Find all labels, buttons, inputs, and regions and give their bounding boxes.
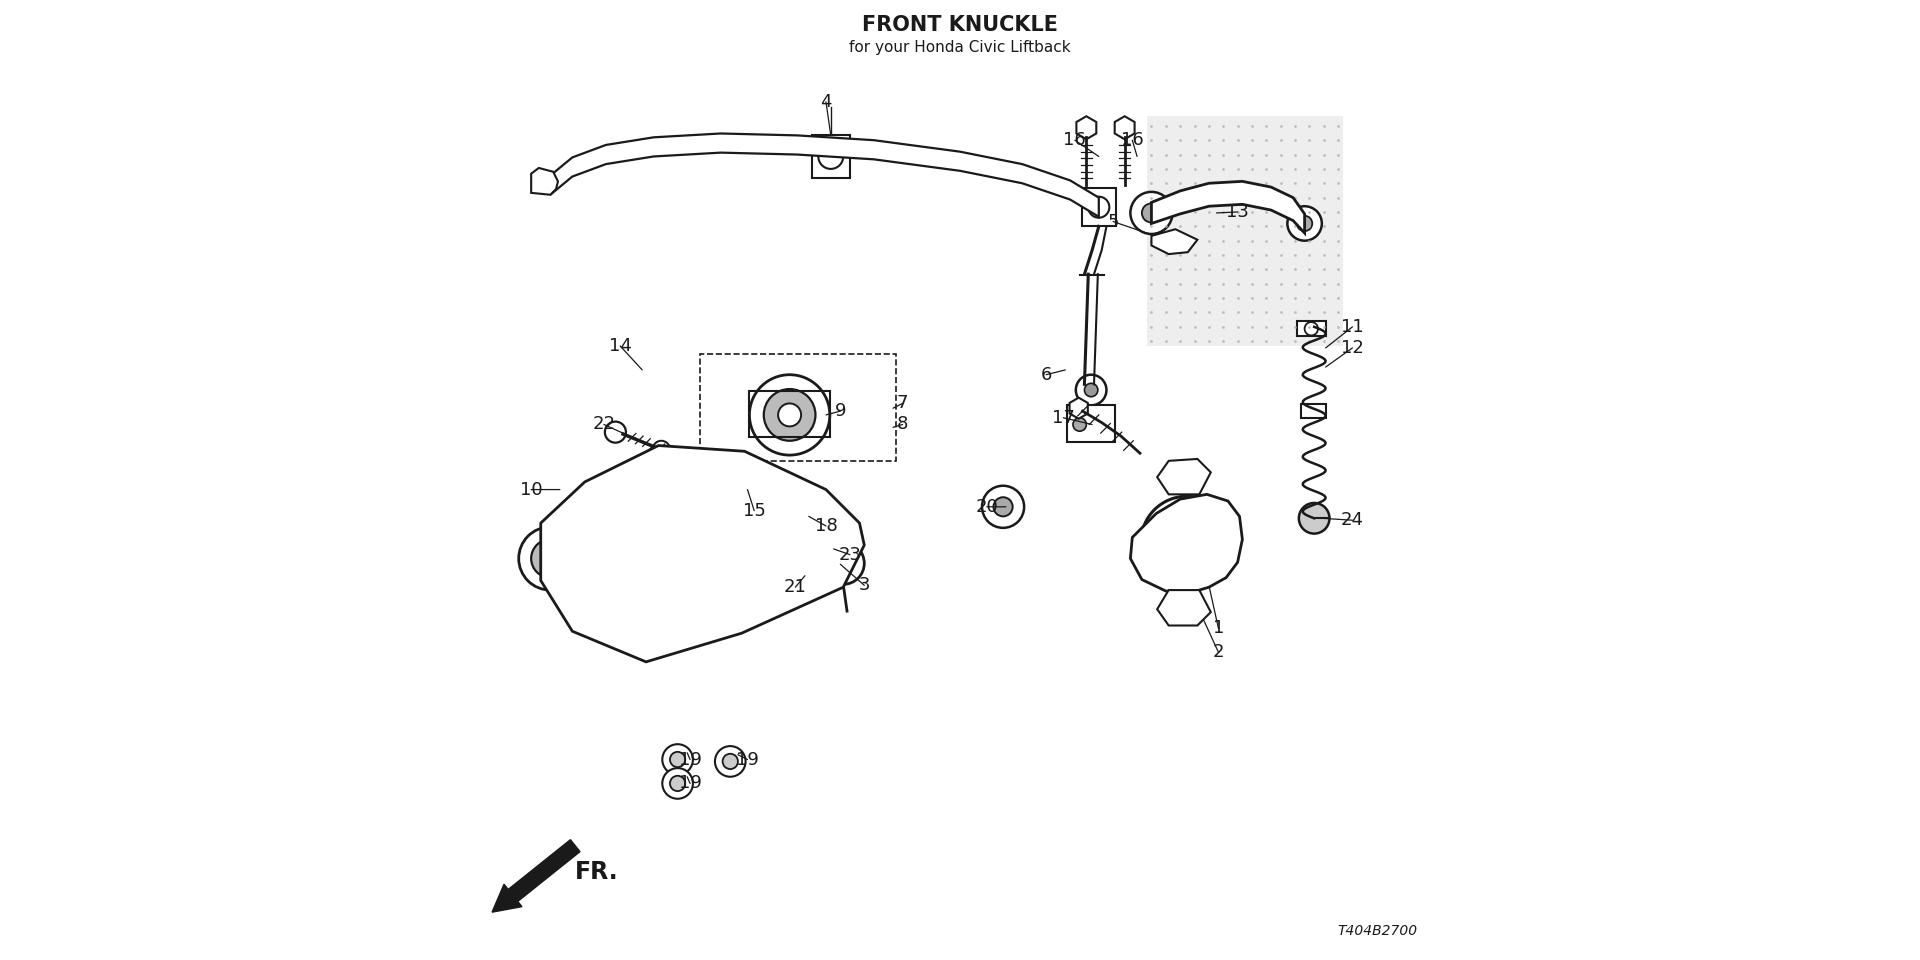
- Text: 12: 12: [1340, 339, 1363, 357]
- Bar: [1296, 321, 1325, 336]
- Bar: [1068, 405, 1116, 442]
- Circle shape: [541, 550, 559, 567]
- Bar: [749, 391, 829, 437]
- Polygon shape: [1131, 494, 1242, 593]
- Text: 17: 17: [1052, 409, 1075, 427]
- Circle shape: [799, 579, 812, 592]
- Circle shape: [670, 776, 685, 791]
- Circle shape: [1167, 235, 1181, 249]
- Text: T404B2700: T404B2700: [1338, 924, 1417, 938]
- Polygon shape: [541, 445, 864, 661]
- Polygon shape: [1158, 590, 1212, 626]
- Circle shape: [778, 403, 801, 426]
- Polygon shape: [735, 472, 756, 495]
- Bar: [1300, 404, 1325, 418]
- Text: for your Honda Civic Liftback: for your Honda Civic Liftback: [849, 39, 1071, 55]
- Text: 11: 11: [1340, 318, 1363, 336]
- Polygon shape: [1158, 459, 1212, 494]
- Text: 2: 2: [1213, 643, 1225, 661]
- Text: FRONT KNUCKLE: FRONT KNUCKLE: [862, 15, 1058, 36]
- Circle shape: [1131, 192, 1173, 234]
- Polygon shape: [1152, 229, 1198, 254]
- Circle shape: [1158, 514, 1215, 571]
- Text: 15: 15: [743, 502, 766, 519]
- Circle shape: [714, 746, 745, 777]
- Text: 16: 16: [1121, 132, 1144, 149]
- Circle shape: [722, 754, 737, 769]
- Polygon shape: [799, 503, 816, 522]
- Text: 4: 4: [820, 93, 831, 111]
- Circle shape: [1085, 383, 1098, 396]
- Circle shape: [1089, 197, 1110, 218]
- Circle shape: [1296, 216, 1311, 231]
- Text: 3: 3: [858, 576, 870, 594]
- Circle shape: [749, 374, 829, 455]
- Text: 13: 13: [1227, 203, 1250, 221]
- Text: 20: 20: [975, 498, 998, 516]
- Text: 24: 24: [1340, 512, 1363, 529]
- Circle shape: [670, 752, 685, 767]
- Circle shape: [653, 441, 670, 458]
- Circle shape: [1298, 503, 1329, 534]
- Text: 9: 9: [835, 402, 847, 420]
- Polygon shape: [764, 499, 781, 518]
- Circle shape: [532, 540, 570, 578]
- Text: 19: 19: [678, 751, 701, 769]
- Circle shape: [518, 527, 582, 590]
- Text: 6: 6: [1041, 366, 1052, 384]
- Circle shape: [993, 497, 1012, 516]
- Circle shape: [605, 421, 626, 443]
- Circle shape: [1075, 374, 1106, 405]
- Circle shape: [797, 551, 816, 570]
- Bar: [1081, 188, 1116, 227]
- Circle shape: [764, 389, 816, 441]
- Circle shape: [662, 768, 693, 799]
- Polygon shape: [1116, 116, 1135, 139]
- Circle shape: [662, 744, 693, 775]
- Polygon shape: [1152, 181, 1304, 233]
- Bar: [812, 135, 851, 178]
- Polygon shape: [1077, 116, 1096, 139]
- Polygon shape: [532, 168, 559, 195]
- Text: 5: 5: [1108, 212, 1119, 230]
- Circle shape: [1288, 206, 1321, 241]
- Circle shape: [822, 542, 864, 585]
- Text: 18: 18: [814, 516, 837, 535]
- Text: 1: 1: [1213, 619, 1225, 637]
- Text: 23: 23: [839, 545, 862, 564]
- FancyArrow shape: [492, 840, 580, 912]
- Polygon shape: [551, 133, 1098, 217]
- Circle shape: [735, 540, 755, 559]
- Text: 22: 22: [593, 416, 616, 434]
- Circle shape: [1140, 496, 1233, 588]
- Circle shape: [1073, 418, 1087, 431]
- Circle shape: [1142, 204, 1162, 223]
- Text: 7: 7: [897, 395, 908, 413]
- Text: 8: 8: [897, 416, 908, 434]
- Text: 19: 19: [735, 751, 758, 769]
- Polygon shape: [822, 545, 847, 559]
- Polygon shape: [1146, 116, 1342, 346]
- Text: FR.: FR.: [576, 860, 618, 884]
- Bar: [699, 353, 897, 461]
- Circle shape: [833, 554, 852, 573]
- Text: 16: 16: [1064, 132, 1087, 149]
- Circle shape: [764, 547, 783, 566]
- Circle shape: [536, 175, 551, 190]
- Circle shape: [981, 486, 1023, 528]
- Circle shape: [818, 144, 843, 169]
- Circle shape: [1173, 529, 1200, 556]
- Text: 14: 14: [609, 337, 632, 355]
- Polygon shape: [795, 573, 816, 598]
- Text: 19: 19: [678, 775, 701, 792]
- Text: 10: 10: [520, 481, 543, 498]
- Polygon shape: [1069, 397, 1089, 419]
- Text: 21: 21: [783, 578, 806, 596]
